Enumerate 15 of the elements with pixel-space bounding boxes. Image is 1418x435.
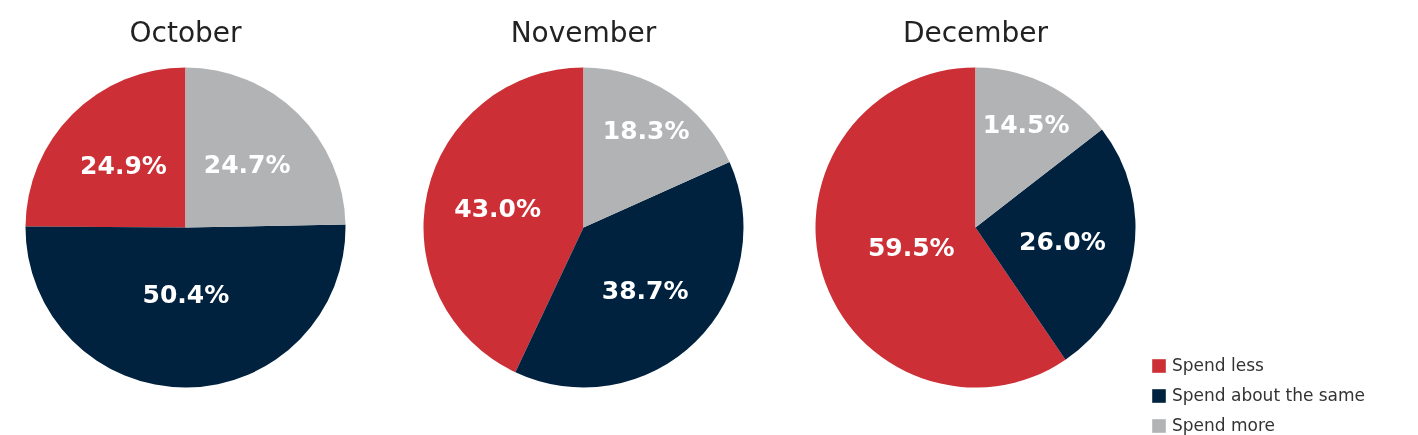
data-label: 14.5%: [982, 109, 1070, 139]
data-label: 26.0%: [1019, 226, 1106, 256]
data-label: 24.9%: [80, 150, 167, 180]
data-label: 50.4%: [142, 280, 230, 310]
chart-title: November: [510, 16, 657, 49]
data-label: 59.5%: [867, 232, 955, 262]
legend-label: Spend more: [1172, 415, 1276, 435]
data-label: 24.7%: [203, 150, 291, 180]
chart-title: October: [129, 16, 243, 49]
chart-title: December: [902, 16, 1049, 49]
data-label: 43.0%: [454, 193, 541, 223]
data-label: 38.7%: [601, 275, 689, 305]
data-label: 18.3%: [602, 116, 690, 146]
legend-label: Spend less: [1172, 355, 1264, 375]
legend-label: Spend about the same: [1172, 385, 1366, 405]
